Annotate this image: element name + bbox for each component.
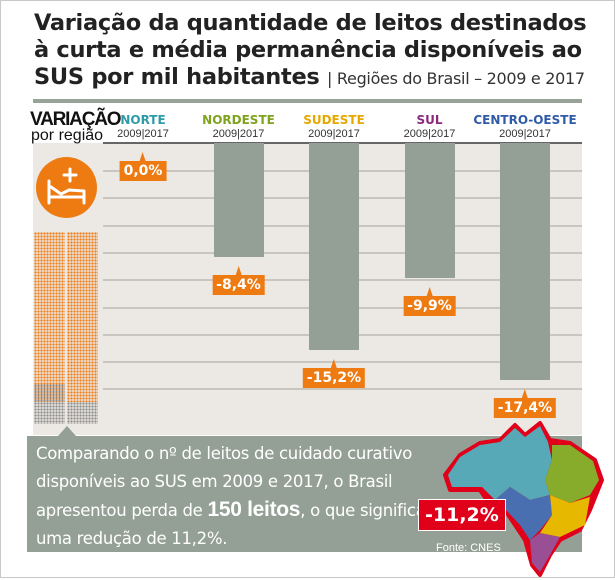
summary-text: Comparando o nº de leitos de cuidado cur…: [36, 440, 436, 553]
brazil-value-badge: -11,2%: [418, 499, 506, 531]
gridline: [103, 388, 582, 391]
bar: [404, 143, 455, 278]
region-label: NORTE: [120, 113, 166, 127]
source-note: Fonte: CNES: [436, 542, 501, 554]
bar: [500, 143, 550, 380]
side-heading: VARIAÇÃO: [30, 109, 122, 130]
data-label: -8,4%: [212, 266, 265, 296]
data-label: -15,2%: [302, 358, 366, 388]
gridline: [103, 361, 582, 364]
summary-text-1: Comparando o nº de leitos de cuidado cur…: [36, 444, 413, 520]
title-text: Variação da quantidade de leitos destina…: [34, 10, 587, 90]
dot-grid-orange-left: [34, 232, 65, 402]
region-label: SUL: [416, 113, 443, 127]
year-label: 2009|2017: [117, 128, 169, 140]
summary-highlight: 150 leitos: [207, 498, 301, 521]
dot-grid-gray-left: [34, 384, 65, 424]
dot-grid-orange-right: [67, 232, 98, 402]
year-label: 2009|2017: [308, 128, 360, 140]
year-label: 2009|2017: [212, 128, 265, 140]
region-label: CENTRO-OESTE: [473, 113, 577, 127]
year-label: 2009|2017: [403, 128, 456, 140]
bar: [309, 143, 359, 350]
side-subheading: por região: [31, 127, 104, 144]
brazil-map: [443, 421, 604, 577]
region-label: SUDESTE: [303, 113, 365, 127]
chart-title: Variação da quantidade de leitos destina…: [34, 10, 594, 92]
data-label: -9,9%: [403, 286, 456, 316]
summary-text-2: , o que significa uma redução de 11,2%.: [36, 501, 426, 548]
subtitle: | Regiões do Brasil – 2009 e 2017: [327, 69, 585, 88]
bar: [213, 143, 264, 258]
title-divider: [33, 99, 582, 103]
data-label: -17,4%: [493, 388, 557, 418]
hospital-bed-icon: [36, 157, 97, 218]
dot-grid-gray-right: [67, 402, 98, 424]
year-label: 2009|2017: [499, 128, 551, 140]
data-label: 0,0%: [119, 152, 167, 181]
region-label: NORDESTE: [202, 113, 275, 127]
